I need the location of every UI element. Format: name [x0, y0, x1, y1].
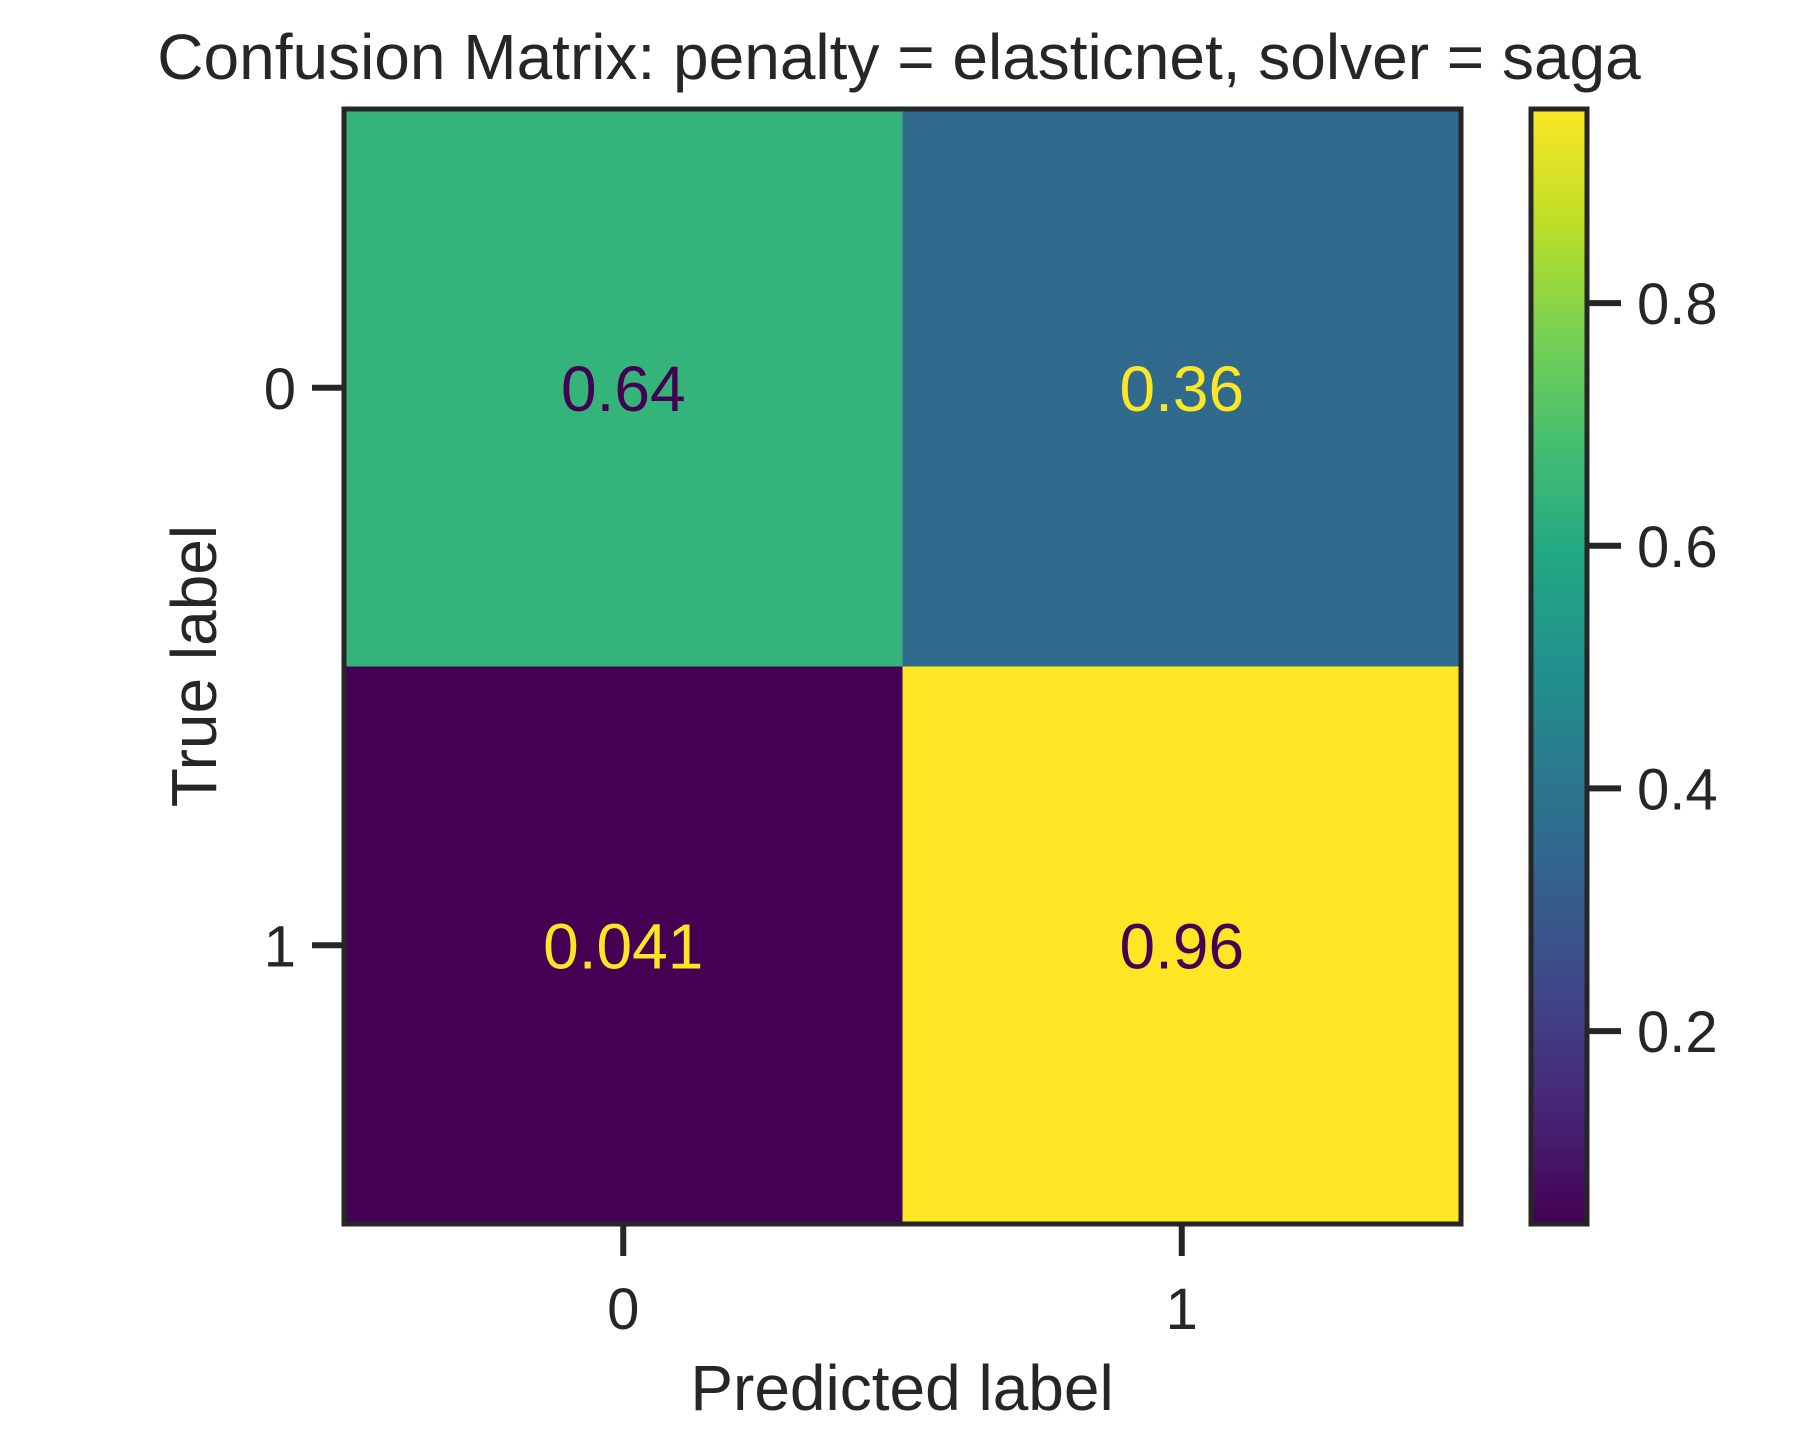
- cell-value-label-0-0: 0.64: [561, 353, 686, 425]
- colorbar-tick-label: 0.6: [1637, 515, 1718, 580]
- matrix-cell-0-0: [344, 109, 903, 667]
- x-axis-label: Predicted label: [690, 1352, 1113, 1424]
- cell-value-label-0-1: 0.36: [1119, 353, 1244, 425]
- x-tick-label: 1: [1166, 1277, 1198, 1342]
- chart-title: Confusion Matrix: penalty = elasticnet, …: [157, 21, 1641, 93]
- colorbar-tick-label: 0.4: [1637, 757, 1718, 822]
- y-tick-label: 0: [264, 357, 296, 422]
- matrix-cell-1-1: [902, 666, 1462, 1225]
- x-tick-label: 0: [607, 1277, 639, 1342]
- cell-value-label-1-0: 0.041: [543, 910, 703, 982]
- colorbar-ticks: 0.2 0.4 0.6 0.8: [1587, 272, 1718, 1065]
- matrix-cell-1-0: [344, 666, 903, 1225]
- y-axis-ticks: 01: [264, 357, 344, 979]
- colorbar-tick-label: 0.8: [1637, 272, 1718, 337]
- cell-value-label-1-1: 0.96: [1119, 910, 1244, 982]
- colorbar: [1528, 106, 1590, 1227]
- y-tick-label: 1: [264, 914, 296, 979]
- matrix-cells: [344, 109, 1462, 1225]
- colorbar-tick-label: 0.2: [1637, 1000, 1718, 1065]
- y-axis-label: True label: [158, 525, 230, 807]
- matrix-cell-labels: 0.64 0.36 0.041 0.96: [543, 353, 1244, 983]
- matrix-cell-0-1: [902, 109, 1462, 667]
- plot-frame: [341, 106, 1464, 1227]
